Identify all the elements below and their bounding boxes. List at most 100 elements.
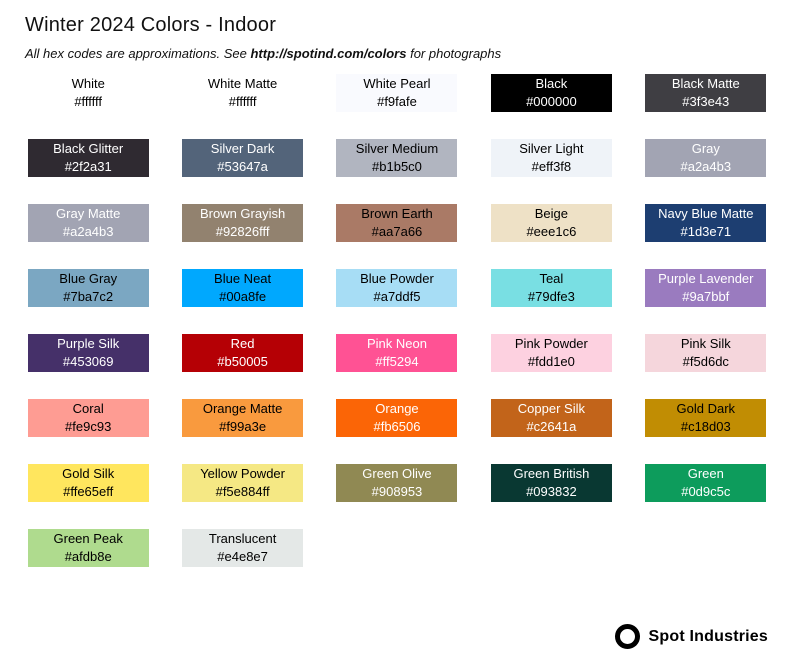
- color-name: Copper Silk: [517, 401, 585, 416]
- color-name: Pink Powder: [514, 336, 588, 351]
- color-hex: #92826fff: [215, 224, 270, 239]
- subtitle: All hex codes are approximations. See ht…: [25, 46, 794, 61]
- color-swatch: Gold Dark #c18d03: [645, 399, 767, 437]
- color-swatch: Coral #fe9c93: [27, 399, 149, 437]
- swatch-cell: Orange #fb6506: [335, 399, 459, 437]
- swatch-cell: Navy Blue Matte #1d3e71: [644, 204, 768, 242]
- color-name: Gold Silk: [62, 466, 115, 481]
- color-name: Green British: [513, 466, 590, 481]
- color-hex: #000000: [526, 94, 577, 109]
- color-hex: #c2641a: [526, 419, 577, 434]
- color-hex: #3f3e43: [682, 94, 730, 109]
- swatch-cell: Translucent #e4e8e7: [180, 529, 304, 567]
- swatch-cell: Silver Light #eff3f8: [489, 139, 613, 177]
- color-name: Brown Earth: [361, 206, 433, 221]
- color-swatch: Pink Silk #f5d6dc: [645, 334, 767, 372]
- swatch-cell: Black Glitter #2f2a31: [26, 139, 150, 177]
- color-swatch: Purple Lavender #9a7bbf: [645, 269, 767, 307]
- color-hex: #b1b5c0: [372, 159, 422, 174]
- swatch-cell: Copper Silk #c2641a: [489, 399, 613, 437]
- color-hex: #f5d6dc: [682, 354, 729, 369]
- color-swatch: Brown Grayish #92826fff: [182, 204, 304, 242]
- color-hex: #fdd1e0: [527, 354, 575, 369]
- page-title: Winter 2024 Colors - Indoor: [25, 14, 277, 36]
- color-name: Purple Silk: [57, 336, 120, 351]
- color-swatch: Black Matte #3f3e43: [645, 74, 767, 112]
- color-swatch: Orange #fb6506: [336, 399, 458, 437]
- swatch-cell: Yellow Powder #f5e884ff: [180, 464, 304, 502]
- color-name: Gray Matte: [56, 206, 121, 221]
- color-name: Translucent: [208, 531, 277, 546]
- color-name: Gold Dark: [676, 401, 736, 416]
- color-hex: #fb6506: [373, 419, 421, 434]
- color-name: Green Olive: [362, 466, 432, 481]
- color-swatch: Blue Neat #00a8fe: [182, 269, 304, 307]
- swatch-cell: White Matte #ffffff: [180, 74, 304, 112]
- color-hex: #fe9c93: [65, 419, 112, 434]
- swatch-cell: Coral #fe9c93: [26, 399, 150, 437]
- color-hex: #7ba7c2: [63, 289, 114, 304]
- color-hex: #908953: [371, 484, 423, 499]
- color-name: Green Peak: [53, 531, 123, 546]
- subtitle-suffix: for photographs: [406, 46, 502, 61]
- color-swatch: Copper Silk #c2641a: [490, 399, 612, 437]
- color-name: Gray: [691, 141, 720, 156]
- color-swatch: Black Glitter #2f2a31: [27, 139, 149, 177]
- swatch-cell: Green Peak #afdb8e: [26, 529, 150, 567]
- swatch-cell: Black #000000: [489, 74, 613, 112]
- color-swatch: White #ffffff: [27, 74, 149, 112]
- color-name: Red: [230, 336, 255, 351]
- color-hex: #f99a3e: [219, 419, 267, 434]
- color-hex: #f5e884ff: [215, 484, 270, 499]
- color-swatch: White Matte #ffffff: [182, 74, 304, 112]
- color-name: Orange Matte: [202, 401, 283, 416]
- swatch-cell: Green British #093832: [489, 464, 613, 502]
- color-swatch: Yellow Powder #f5e884ff: [182, 464, 304, 502]
- color-hex: #ffe65eff: [63, 484, 114, 499]
- color-name: Silver Light: [519, 141, 584, 156]
- color-name: White Matte: [207, 76, 278, 91]
- swatch-cell: Gold Silk #ffe65eff: [26, 464, 150, 502]
- color-swatch: Silver Light #eff3f8: [490, 139, 612, 177]
- color-name: Brown Grayish: [199, 206, 286, 221]
- color-name: Silver Medium: [355, 141, 439, 156]
- color-swatch: Green Peak #afdb8e: [27, 529, 149, 567]
- color-swatch: Gray #a2a4b3: [645, 139, 767, 177]
- color-hex: #1d3e71: [680, 224, 732, 239]
- color-name: White Pearl: [363, 76, 431, 91]
- color-name: Silver Dark: [210, 141, 275, 156]
- color-hex: #aa7a66: [371, 224, 423, 239]
- color-name: White: [71, 76, 105, 91]
- swatch-cell: Green #0d9c5c: [644, 464, 768, 502]
- swatch-cell: Purple Lavender #9a7bbf: [644, 269, 768, 307]
- color-swatch: Beige #eee1c6: [490, 204, 612, 242]
- color-hex: #ffffff: [228, 94, 257, 109]
- color-swatch: Black #000000: [490, 74, 612, 112]
- color-swatch: Silver Dark #53647a: [182, 139, 304, 177]
- color-name: Blue Powder: [360, 271, 434, 286]
- color-hex: #0d9c5c: [681, 484, 731, 499]
- color-hex: #00a8fe: [219, 289, 267, 304]
- color-swatch: Pink Powder #fdd1e0: [490, 334, 612, 372]
- color-swatch: Blue Gray #7ba7c2: [27, 269, 149, 307]
- swatch-cell: White Pearl #f9fafe: [335, 74, 459, 112]
- color-hex: #b50005: [217, 354, 268, 369]
- color-swatch: Green #0d9c5c: [645, 464, 767, 502]
- color-name: Navy Blue Matte: [658, 206, 754, 221]
- swatch-cell: Brown Earth #aa7a66: [335, 204, 459, 242]
- color-hex: #2f2a31: [64, 159, 112, 174]
- color-swatch: Translucent #e4e8e7: [182, 529, 304, 567]
- colors-url: http://spotind.com/colors: [250, 46, 407, 61]
- swatch-cell: Silver Dark #53647a: [180, 139, 304, 177]
- swatch-cell: Pink Silk #f5d6dc: [644, 334, 768, 372]
- color-hex: #53647a: [217, 159, 268, 174]
- header: Winter 2024 Colors - Indoor All hex code…: [0, 0, 794, 61]
- color-name: Teal: [539, 271, 564, 286]
- color-swatch: Red #b50005: [182, 334, 304, 372]
- swatch-cell: Silver Medium #b1b5c0: [335, 139, 459, 177]
- color-name: Pink Neon: [366, 336, 427, 351]
- color-hex: #afdb8e: [64, 549, 112, 564]
- color-swatch: Teal #79dfe3: [490, 269, 612, 307]
- color-swatch: Blue Powder #a7ddf5: [336, 269, 458, 307]
- color-hex: #ffffff: [74, 94, 103, 109]
